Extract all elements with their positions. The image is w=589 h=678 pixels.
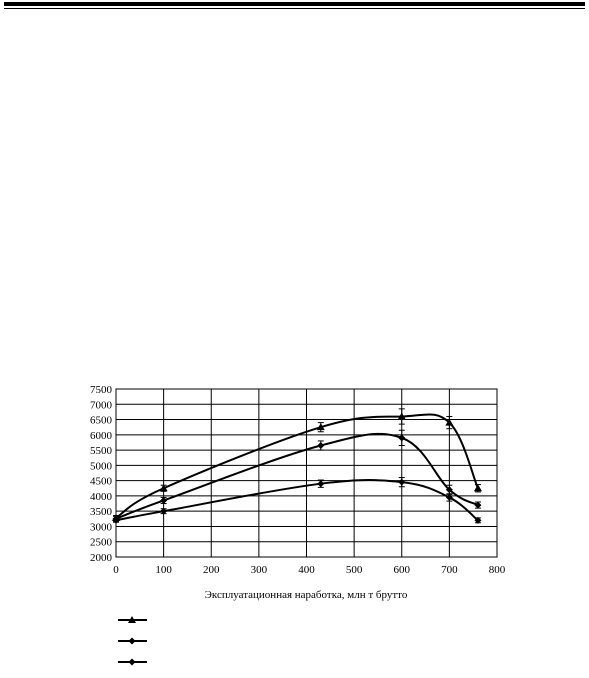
data-point	[316, 423, 325, 431]
data-point	[398, 434, 406, 442]
x-axis-title: Эксплуатационная наработка, млн т брутто	[205, 589, 408, 601]
data-point	[112, 516, 120, 524]
data-point	[474, 501, 482, 509]
x-tick-label: 0	[113, 564, 119, 576]
y-tick-label: 4000	[90, 491, 113, 503]
header-rule-thin	[4, 8, 585, 9]
legend-item-1	[118, 616, 147, 623]
legend-item-2	[118, 637, 147, 645]
data-point	[473, 484, 482, 492]
data-point	[159, 484, 168, 492]
x-tick-label: 600	[394, 564, 411, 576]
data-point	[445, 418, 454, 426]
y-tick-label: 2500	[90, 537, 113, 549]
x-tick-label: 700	[441, 564, 458, 576]
legend-item-3	[118, 658, 147, 666]
data-point	[398, 478, 406, 486]
y-tick-label: 4500	[90, 476, 113, 488]
x-tick-label: 200	[203, 564, 220, 576]
data-point	[397, 412, 406, 420]
data-point	[474, 516, 482, 524]
y-tick-label: 6000	[90, 430, 113, 442]
legend-marker	[128, 658, 136, 666]
x-tick-label: 300	[251, 564, 268, 576]
data-point	[445, 486, 453, 494]
y-tick-label: 6500	[90, 415, 113, 427]
x-tick-label: 500	[346, 564, 363, 576]
x-tick-label: 400	[298, 564, 315, 576]
series-3	[112, 477, 482, 524]
series-group	[112, 408, 482, 524]
legend	[118, 616, 147, 666]
y-tick-labels: 2000 2500 3000 3500 4000 4500 5000 5500 6000 6500…	[90, 384, 113, 564]
header-rule-thick	[4, 2, 585, 6]
series-1	[112, 408, 482, 521]
data-point	[317, 480, 325, 488]
y-tick-label: 2000	[90, 552, 113, 564]
x-tick-labels: 0 100 200 300 400 500 600 700 800	[113, 564, 506, 576]
data-point	[160, 496, 168, 504]
y-tick-label: 5500	[90, 445, 113, 457]
legend-marker	[128, 637, 136, 645]
y-tick-label: 7500	[90, 384, 113, 396]
y-tick-label: 5000	[90, 460, 113, 472]
x-tick-label: 800	[489, 564, 506, 576]
data-point	[160, 507, 168, 515]
grid-lines	[115, 388, 498, 558]
data-point	[317, 442, 325, 450]
data-point	[445, 493, 453, 501]
x-tick-label: 100	[155, 564, 172, 576]
y-tick-label: 7000	[90, 399, 113, 411]
legend-marker	[128, 616, 136, 623]
y-tick-label: 3500	[90, 506, 113, 518]
y-tick-label: 3000	[90, 521, 113, 533]
